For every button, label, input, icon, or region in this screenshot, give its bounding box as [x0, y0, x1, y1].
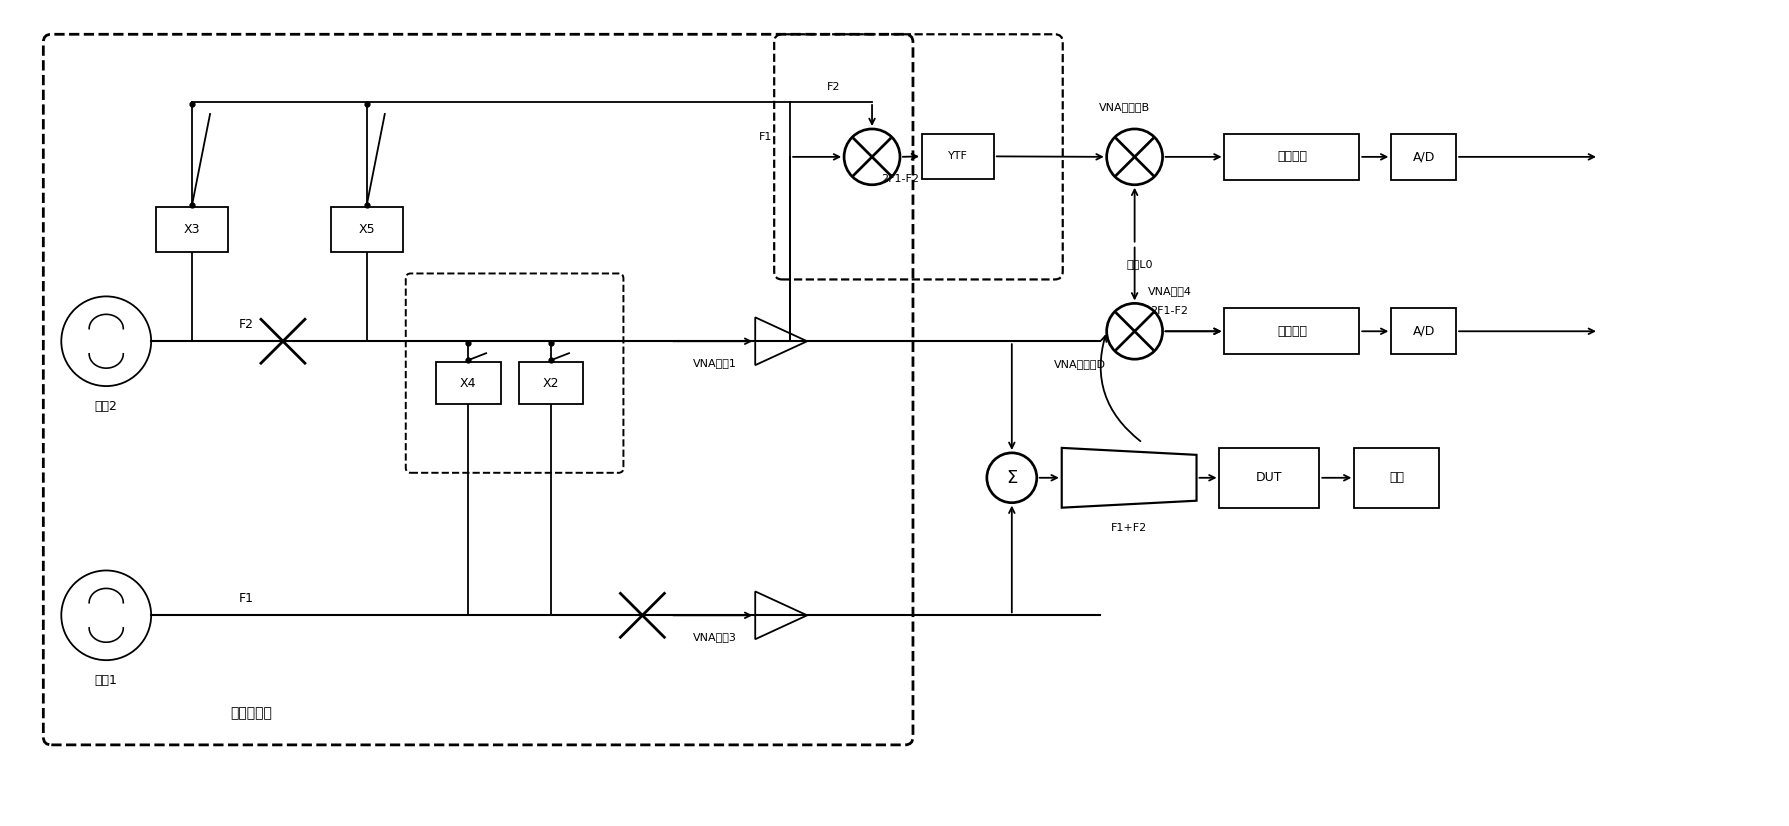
Text: F1: F1 — [238, 592, 254, 605]
Text: A/D: A/D — [1413, 325, 1435, 338]
Text: 低互调选件: 低互调选件 — [231, 706, 272, 720]
Text: 负载: 负载 — [1390, 472, 1404, 484]
FancyBboxPatch shape — [1392, 308, 1456, 354]
Text: 2F1-F2: 2F1-F2 — [1150, 306, 1188, 316]
Text: A/D: A/D — [1413, 150, 1435, 164]
Text: 本振L0: 本振L0 — [1127, 259, 1152, 269]
Text: VNA端口4: VNA端口4 — [1147, 287, 1191, 297]
Text: $\Sigma$: $\Sigma$ — [1005, 469, 1018, 487]
Text: X2: X2 — [542, 377, 560, 390]
FancyBboxPatch shape — [519, 362, 583, 404]
Text: 中频调理: 中频调理 — [1277, 325, 1308, 338]
Text: VNA端口1: VNA端口1 — [694, 358, 737, 368]
Text: X4: X4 — [460, 377, 476, 390]
Text: YTF: YTF — [948, 151, 968, 161]
FancyArrowPatch shape — [1100, 336, 1140, 441]
Text: X3: X3 — [184, 223, 200, 235]
Text: 信源2: 信源2 — [95, 400, 118, 412]
FancyBboxPatch shape — [1224, 308, 1360, 354]
FancyBboxPatch shape — [331, 206, 403, 252]
FancyBboxPatch shape — [1224, 134, 1360, 180]
Text: 2F1-F2: 2F1-F2 — [880, 173, 920, 184]
Text: VNA端口3: VNA端口3 — [694, 632, 737, 643]
FancyBboxPatch shape — [1392, 134, 1456, 180]
Text: F2: F2 — [238, 318, 254, 330]
FancyBboxPatch shape — [437, 362, 501, 404]
Text: F1: F1 — [759, 132, 771, 142]
FancyBboxPatch shape — [1220, 448, 1318, 508]
Text: VNA接收机D: VNA接收机D — [1054, 359, 1106, 369]
Text: F2: F2 — [827, 82, 841, 93]
Text: 中频调理: 中频调理 — [1277, 150, 1308, 164]
Text: 信源1: 信源1 — [95, 673, 118, 686]
Text: X5: X5 — [358, 223, 376, 235]
FancyBboxPatch shape — [156, 206, 227, 252]
FancyBboxPatch shape — [921, 134, 995, 178]
Text: DUT: DUT — [1256, 472, 1283, 484]
Text: F1+F2: F1+F2 — [1111, 523, 1147, 533]
Text: VNA接收机B: VNA接收机B — [1098, 102, 1150, 112]
FancyBboxPatch shape — [1354, 448, 1438, 508]
